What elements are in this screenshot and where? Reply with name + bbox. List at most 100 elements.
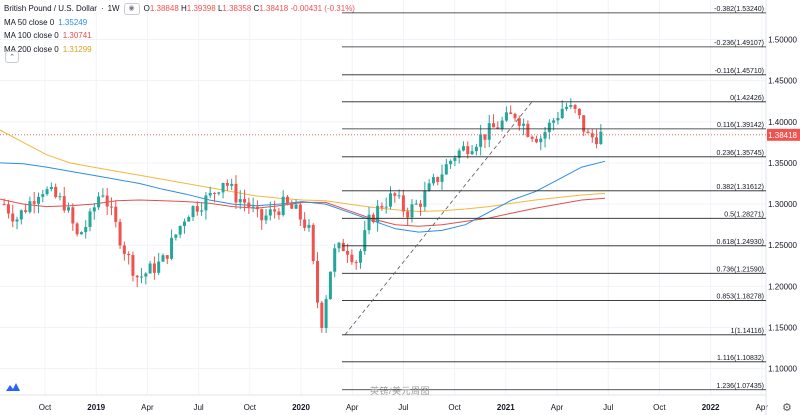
candle-body-19 — [84, 226, 88, 233]
low-value: 1.38358 — [222, 4, 252, 13]
candle-body-115 — [496, 127, 500, 129]
candle-body-98 — [423, 190, 427, 207]
candle-body-53 — [230, 183, 234, 186]
candle-body-116 — [500, 120, 504, 129]
ma100-row[interactable]: MA 100 close 0 1.30741 — [4, 29, 355, 43]
candle-body-5 — [24, 210, 28, 212]
high-label: H — [181, 4, 187, 13]
interval-sep: · — [100, 4, 104, 13]
ma100-line — [0, 197, 606, 227]
visibility-eye-icon[interactable]: ◉ — [123, 2, 140, 15]
candle-body-69 — [298, 204, 302, 220]
candle-body-20 — [88, 211, 92, 227]
candle-body-101 — [436, 177, 440, 182]
ma200-row[interactable]: MA 200 close 0 1.31299 — [4, 43, 355, 57]
candle-body-132 — [569, 105, 573, 107]
candle-body-55 — [238, 199, 242, 203]
candle-body-39 — [170, 237, 174, 259]
candle-body-7 — [32, 201, 36, 204]
fib-label-7: 0.5(1.28271) — [724, 211, 764, 218]
candle-body-35 — [152, 263, 156, 273]
candle-body-129 — [556, 118, 560, 121]
candle-body-125 — [539, 138, 543, 143]
y-tick-label-8: 1.50000 — [768, 36, 797, 45]
open-label: O — [143, 4, 150, 13]
chart-watermark: 英镑/美元周图 — [369, 386, 430, 396]
x-tick-label-9: 2021 — [497, 403, 515, 412]
candle-body-52 — [225, 182, 229, 186]
candle-body-130 — [560, 108, 564, 119]
candle-body-50 — [217, 192, 221, 194]
candle-body-97 — [419, 203, 423, 207]
y-tick-label-1: 1.15000 — [768, 324, 797, 333]
ma200-value: 1.31299 — [62, 44, 92, 54]
candle-body-34 — [148, 263, 152, 274]
candle-body-44 — [191, 206, 195, 217]
fib-label-12: 1.116(1.10832) — [717, 355, 764, 362]
candle-body-22 — [97, 196, 101, 208]
candle-body-136 — [586, 131, 590, 134]
candle-body-135 — [582, 115, 586, 132]
y-tick-label-0: 1.10000 — [768, 365, 797, 374]
candle-body-78 — [337, 242, 341, 249]
candle-body-27 — [118, 221, 122, 246]
fib-label-13: 1.236(1.07435) — [717, 383, 764, 390]
candle-body-14 — [62, 196, 66, 211]
candle-body-75 — [324, 299, 328, 328]
x-tick-label-7: Jul — [398, 403, 408, 412]
candle-body-66 — [285, 196, 289, 204]
candle-body-88 — [380, 205, 384, 208]
ma50-line — [0, 160, 606, 233]
candle-body-62 — [268, 209, 272, 216]
candle-body-85 — [367, 214, 371, 231]
candle-body-58 — [251, 206, 255, 208]
interval-label[interactable]: 1W — [107, 4, 120, 13]
collapse-legend-icon[interactable]: ⌃ — [5, 51, 19, 63]
fib-label-2: -0.116(1.45710) — [715, 68, 764, 75]
candle-body-131 — [565, 106, 569, 109]
candle-body-87 — [376, 205, 380, 223]
candle-body-93 — [401, 195, 405, 212]
candle-body-94 — [406, 211, 410, 218]
candle-body-13 — [58, 196, 62, 198]
fib-label-0: -0.382(1.53240) — [714, 6, 764, 13]
candle-body-25 — [109, 206, 113, 208]
fib-label-8: 0.618(1.24930) — [717, 239, 764, 246]
candle-body-123 — [530, 136, 534, 139]
candle-body-43 — [187, 216, 191, 222]
candle-body-45 — [195, 206, 199, 212]
candle-body-1 — [6, 204, 10, 214]
candle-body-111 — [479, 134, 483, 147]
candle-body-82 — [354, 262, 358, 264]
candle-body-57 — [247, 202, 251, 208]
x-tick-label-5: 2020 — [292, 403, 310, 412]
candle-body-76 — [328, 271, 332, 300]
x-tick-label-10: Apr — [551, 403, 564, 412]
tradingview-logo-icon[interactable] — [5, 381, 21, 393]
ma100-value: 1.30741 — [62, 31, 92, 40]
candle-body-63 — [273, 209, 277, 212]
candle-body-100 — [431, 177, 435, 184]
candle-body-72 — [311, 224, 315, 261]
candle-body-99 — [427, 183, 431, 191]
candle-body-16 — [71, 207, 75, 224]
candle-body-96 — [414, 203, 418, 205]
candle-body-12 — [54, 186, 58, 197]
candle-body-103 — [444, 164, 448, 175]
candle-body-102 — [440, 174, 444, 182]
candle-body-81 — [350, 254, 354, 263]
x-tick-label-11: Jul — [603, 403, 613, 412]
x-tick-label-13: 2022 — [702, 403, 720, 412]
candle-body-127 — [547, 122, 551, 133]
ma50-row[interactable]: MA 50 close 0 1.35249 — [4, 16, 355, 30]
candle-body-77 — [333, 248, 337, 272]
fib-label-6: 0.382(1.31612) — [717, 184, 764, 191]
fib-label-4: 0.116(1.39142) — [717, 122, 764, 129]
settings-gear-icon[interactable]: ⚙ — [782, 402, 792, 414]
candle-body-133 — [573, 105, 577, 109]
candle-body-110 — [474, 146, 478, 152]
candle-body-15 — [67, 207, 71, 211]
candle-body-54 — [234, 183, 238, 203]
candle-body-119 — [513, 113, 517, 119]
